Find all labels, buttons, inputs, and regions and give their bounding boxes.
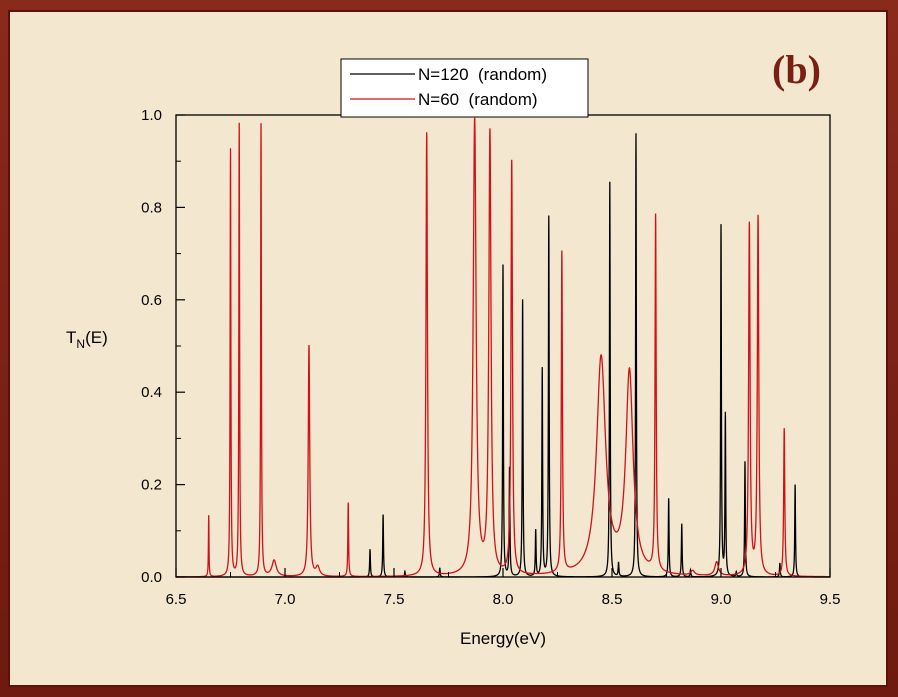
- y-axis-label: TN(E): [66, 328, 108, 351]
- y-tick-label: 0.4: [141, 384, 162, 401]
- y-tick-label: 0.2: [141, 477, 162, 494]
- series-line-n120: [176, 133, 830, 578]
- y-tick-label: 0.8: [141, 199, 162, 216]
- x-tick-label: 9.0: [711, 591, 732, 608]
- y-tick-label: 0.6: [141, 292, 162, 309]
- x-tick-label: 6.5: [166, 591, 187, 608]
- x-tick-label: 7.0: [275, 591, 296, 608]
- x-tick-label: 8.0: [493, 591, 514, 608]
- y-axis-label-subscript: N: [76, 337, 85, 351]
- legend-box: [340, 58, 589, 118]
- legend-entry-n120: N=120 (random): [418, 65, 547, 84]
- plot-series-group: [176, 117, 830, 578]
- x-tick-label: 7.5: [384, 591, 405, 608]
- panel-label: (b): [772, 47, 821, 92]
- legend-entry-n60: N=60 (random): [418, 90, 538, 109]
- y-axis-label-tail: (E): [85, 328, 108, 347]
- x-tick-label: 8.5: [602, 591, 623, 608]
- x-axis-label: Energy(eV): [460, 629, 546, 648]
- legend: N=120 (random) N=60 (random): [340, 58, 589, 118]
- y-axis-label-main: T: [66, 328, 76, 347]
- y-tick-label: 1.0: [141, 107, 162, 124]
- y-tick-label: 0.0: [141, 569, 162, 586]
- ticks-group: 6.5 7.0 7.5 8.0 8.5 9.0 9.5 0.0 0.2 0.4 0.6 0.8 1.0: [141, 107, 840, 608]
- x-tick-label: 9.5: [820, 591, 841, 608]
